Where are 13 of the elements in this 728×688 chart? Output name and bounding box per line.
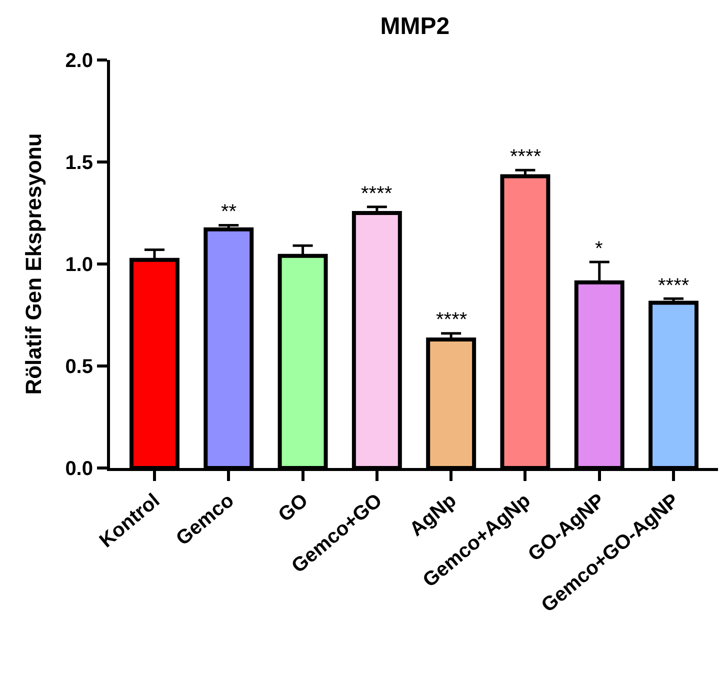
y-axis-title: Rölatif Gen Ekspresyonu <box>20 133 46 395</box>
y-tick-label: 0.5 <box>65 356 93 378</box>
data-label: **** <box>436 309 468 331</box>
data-label: **** <box>510 146 542 168</box>
y-tick-label: 1.0 <box>65 254 93 276</box>
y-tick-label: 1.5 <box>65 152 93 174</box>
data-label: **** <box>658 275 690 297</box>
data-label: ** <box>221 201 237 223</box>
y-tick-label: 2.0 <box>65 50 93 72</box>
data-label: **** <box>361 183 392 205</box>
chart-title: MMP2 <box>380 13 450 40</box>
data-label: * <box>595 238 603 260</box>
y-tick-label: 0.0 <box>65 458 93 480</box>
